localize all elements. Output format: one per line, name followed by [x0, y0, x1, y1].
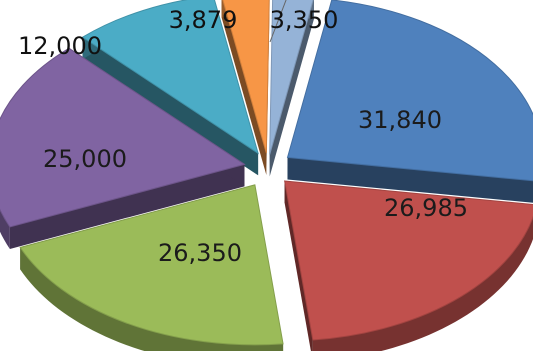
slice-wall-4-start: [9, 164, 245, 249]
slice-wall-7-end: [269, 0, 314, 177]
pie-slice-2: [284, 180, 533, 341]
data-label-1: 31,840: [358, 106, 442, 134]
data-label-4: 25,000: [43, 145, 127, 173]
leader-line: [269, 0, 287, 43]
data-label-5: 12,000: [18, 32, 102, 60]
pie-slice-4: [0, 47, 246, 228]
pie-slice-7: [269, 0, 314, 155]
slice-side-3: [20, 247, 284, 351]
data-label-6: 3,879: [169, 6, 238, 34]
pie-slice-3: [19, 184, 284, 346]
data-label-7: 3,350: [270, 6, 339, 34]
slice-wall-5-start: [82, 37, 259, 176]
data-label-2: 26,985: [384, 194, 468, 222]
data-label-3: 26,350: [158, 239, 242, 267]
slice-wall-1-end: [287, 157, 533, 203]
pie-slice-6: [222, 0, 270, 154]
pie-slice-1: [286, 0, 533, 182]
slice-wall-6-start: [221, 0, 267, 176]
slice-side-2: [312, 217, 533, 351]
pie-slice-5: [81, 0, 259, 155]
data-label-layer: 31,840 26,985 26,350 25,000 12,000 3,879 3,350: [18, 0, 468, 267]
